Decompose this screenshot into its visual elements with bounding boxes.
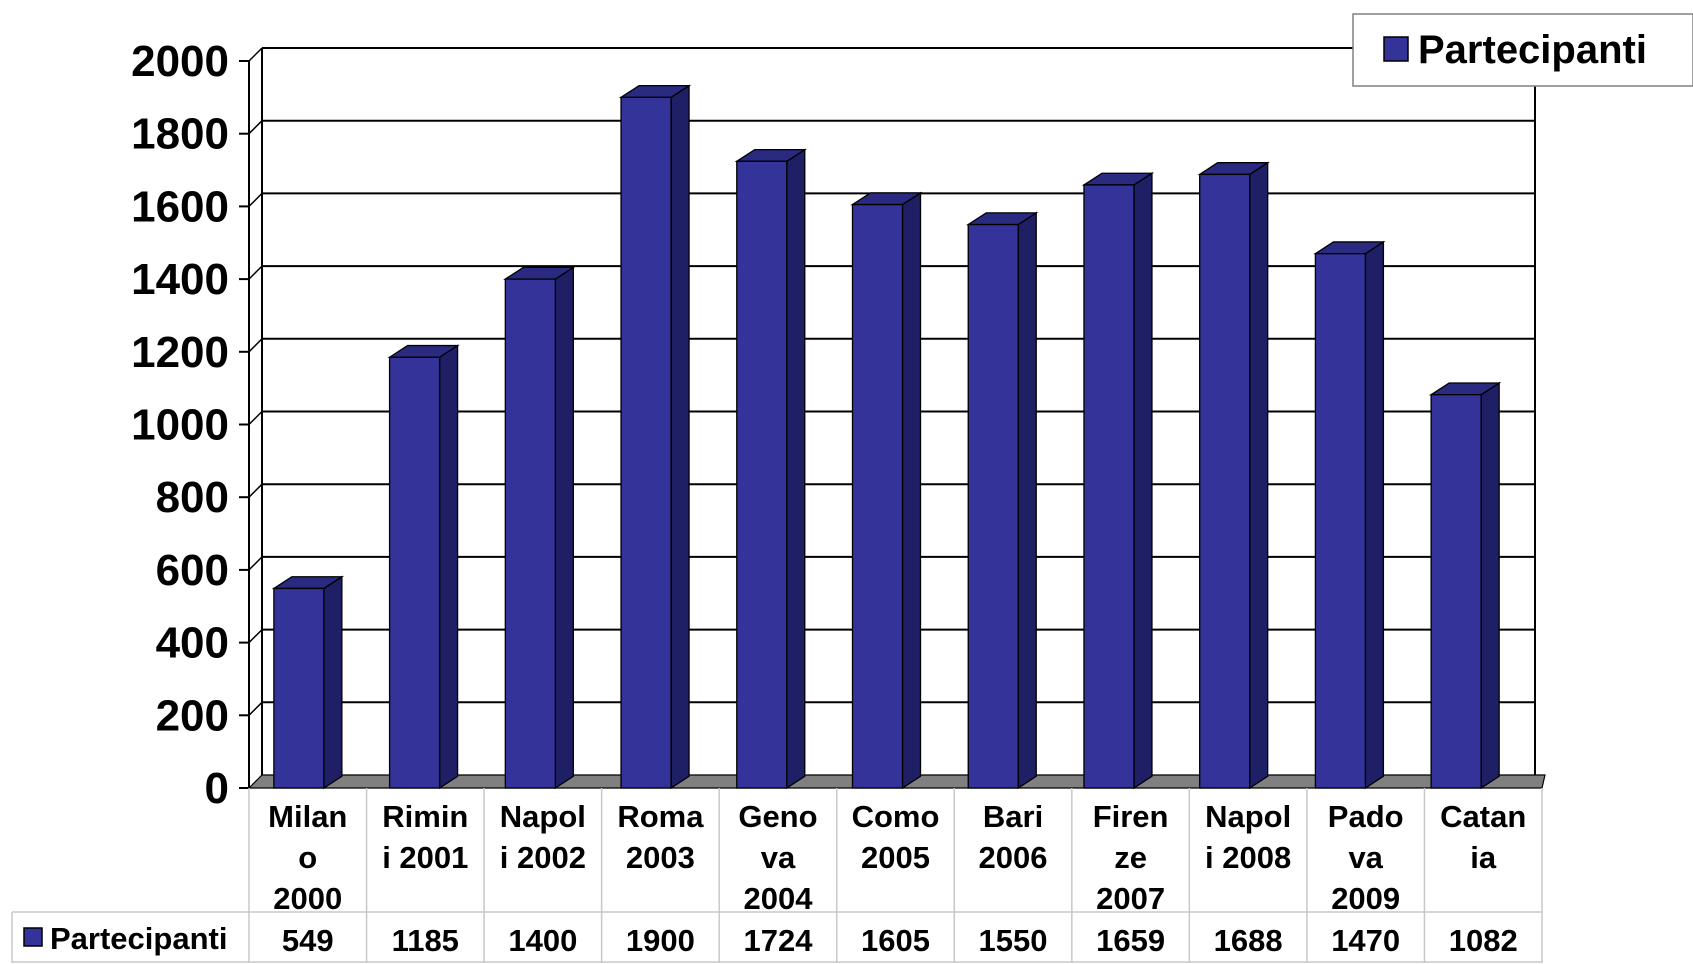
- bar-front: [620, 96, 672, 789]
- gridline-depth: [248, 338, 263, 353]
- legend-label: Partecipanti: [1418, 28, 1647, 72]
- y-tick-label: 1200: [131, 328, 229, 377]
- legend: Partecipanti: [1352, 13, 1693, 87]
- bar-front: [736, 160, 788, 789]
- data-table-legend-key: [23, 927, 43, 947]
- data-table-value: 549: [282, 923, 334, 958]
- data-table-value: 1688: [1214, 923, 1283, 958]
- bar-side: [786, 148, 806, 790]
- gridline-depth: [248, 483, 263, 498]
- y-tick-label: 400: [156, 619, 229, 668]
- gridline-depth: [248, 47, 263, 62]
- bar-front: [1083, 184, 1135, 789]
- x-category-label: Rimin i 2001: [382, 799, 468, 875]
- bar-front: [273, 587, 325, 789]
- bar-side: [1364, 240, 1385, 790]
- x-category-label: Bari 2006: [979, 799, 1048, 875]
- y-tick-label: 600: [156, 546, 229, 595]
- bar-side: [1480, 381, 1500, 790]
- data-table: Milan o 2000 549 Rimin i 2001 1185 Napol i 2002 1…: [11, 788, 1543, 963]
- bar: [1428, 381, 1502, 790]
- x-category-label: Firen ze 2007: [1093, 799, 1169, 916]
- y-tick-label: 0: [205, 764, 229, 813]
- gridline-depth: [248, 192, 263, 207]
- x-category-label: Napol i 2008: [1205, 799, 1291, 875]
- x-category-label: Milan o 2000: [268, 799, 347, 916]
- y-tick-label: 800: [156, 473, 229, 522]
- data-table-value: 1185: [392, 923, 459, 958]
- data-table-value: 1659: [1096, 923, 1165, 958]
- x-category-label: Como 2005: [852, 799, 940, 875]
- bar: [387, 344, 460, 790]
- y-tick-label: 1800: [131, 110, 229, 159]
- x-category-label: Pado va 2009: [1328, 799, 1404, 916]
- data-table-value: 1082: [1449, 923, 1518, 958]
- gridline-depth: [248, 120, 263, 135]
- bar-front: [504, 278, 556, 789]
- bar-side: [1249, 161, 1269, 790]
- y-tick-label: 2000: [131, 37, 229, 86]
- data-table-value: 1400: [508, 923, 577, 958]
- bars: [271, 84, 1502, 790]
- bar-side: [1017, 211, 1037, 790]
- bar-side: [901, 191, 922, 790]
- bar: [618, 84, 692, 790]
- data-table-value: 1900: [626, 923, 695, 958]
- y-axis: 0 200 400 600 800 1000 1200 1400 1600 1800 2000: [131, 37, 1536, 813]
- data-table-value: 1470: [1331, 923, 1400, 958]
- bar: [503, 266, 576, 790]
- y-tick-label: 1600: [131, 182, 229, 231]
- bar-side: [438, 344, 459, 790]
- data-table-series-label: Partecipanti: [50, 921, 227, 956]
- bar-front: [1199, 173, 1251, 789]
- bar: [734, 148, 807, 790]
- bar-front: [851, 203, 904, 789]
- bar-side: [323, 575, 343, 790]
- x-category-label: Catan ia: [1440, 799, 1526, 875]
- gridline-depth: [248, 701, 263, 716]
- bar-side: [1133, 172, 1153, 790]
- bar-front: [967, 223, 1019, 789]
- gridline-depth: [248, 265, 263, 280]
- bar: [1313, 240, 1386, 790]
- y-tick-label: 1000: [131, 401, 229, 450]
- bar: [1081, 172, 1155, 790]
- x-category-label: Roma 2003: [617, 799, 704, 875]
- bar: [271, 575, 345, 790]
- bar: [966, 211, 1039, 790]
- y-tick-label: 1400: [131, 255, 229, 304]
- bar-side: [554, 266, 574, 790]
- bar-front: [1314, 253, 1367, 789]
- data-table-value: 1550: [979, 923, 1048, 958]
- data-table-value: 1605: [861, 923, 930, 958]
- x-category-label: Geno va 2004: [738, 799, 817, 916]
- gridline-depth: [248, 629, 263, 644]
- gridline-depth: [248, 556, 263, 571]
- bar-front: [1430, 394, 1482, 789]
- bar: [850, 191, 923, 790]
- bar-side: [670, 84, 690, 790]
- data-table-value: 1724: [743, 923, 813, 958]
- bar-front: [388, 356, 441, 789]
- legend-key: [1383, 36, 1409, 62]
- x-category-label: Napol i 2002: [500, 799, 586, 875]
- gridline-depth: [248, 410, 263, 426]
- y-tick-label: 200: [156, 691, 229, 740]
- bar: [1197, 161, 1270, 790]
- legend-box: [1352, 13, 1693, 87]
